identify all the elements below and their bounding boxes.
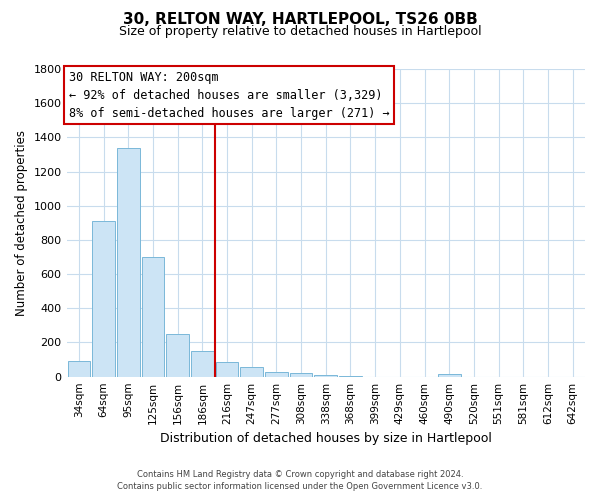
Text: 30 RELTON WAY: 200sqm
← 92% of detached houses are smaller (3,329)
8% of semi-de: 30 RELTON WAY: 200sqm ← 92% of detached … xyxy=(69,70,390,120)
Bar xyxy=(241,368,263,376)
Bar xyxy=(68,362,90,376)
Bar xyxy=(92,221,115,376)
Bar xyxy=(166,334,189,376)
Y-axis label: Number of detached properties: Number of detached properties xyxy=(15,130,28,316)
Bar xyxy=(191,352,214,376)
X-axis label: Distribution of detached houses by size in Hartlepool: Distribution of detached houses by size … xyxy=(160,432,492,445)
Text: 30, RELTON WAY, HARTLEPOOL, TS26 0BB: 30, RELTON WAY, HARTLEPOOL, TS26 0BB xyxy=(122,12,478,28)
Bar xyxy=(314,375,337,376)
Bar xyxy=(117,148,140,376)
Bar xyxy=(142,257,164,376)
Bar xyxy=(438,374,461,376)
Bar xyxy=(265,372,288,376)
Bar xyxy=(215,362,238,376)
Bar xyxy=(290,374,313,376)
Text: Contains HM Land Registry data © Crown copyright and database right 2024.
Contai: Contains HM Land Registry data © Crown c… xyxy=(118,470,482,491)
Text: Size of property relative to detached houses in Hartlepool: Size of property relative to detached ho… xyxy=(119,25,481,38)
